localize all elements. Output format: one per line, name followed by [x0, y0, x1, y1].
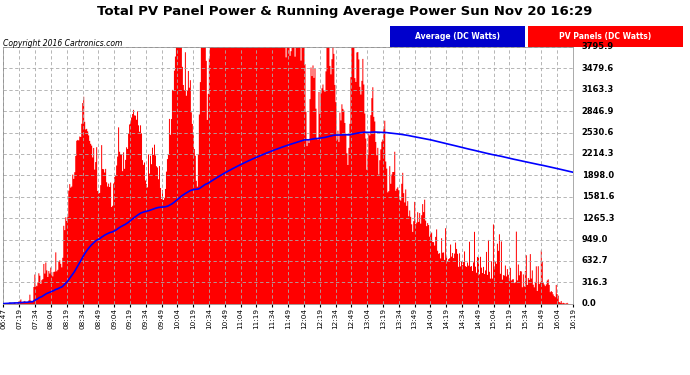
Text: Copyright 2016 Cartronics.com: Copyright 2016 Cartronics.com — [3, 39, 123, 48]
Text: Total PV Panel Power & Running Average Power Sun Nov 20 16:29: Total PV Panel Power & Running Average P… — [97, 5, 593, 18]
Text: Average (DC Watts): Average (DC Watts) — [415, 32, 500, 41]
Text: 2214.3: 2214.3 — [582, 149, 614, 158]
Text: 2530.6: 2530.6 — [582, 128, 614, 137]
Text: 0.0: 0.0 — [582, 299, 597, 308]
Text: 949.0: 949.0 — [582, 235, 608, 244]
Text: 3795.9: 3795.9 — [582, 42, 614, 51]
Text: PV Panels (DC Watts): PV Panels (DC Watts) — [560, 32, 651, 41]
Text: 1265.3: 1265.3 — [582, 214, 614, 223]
Text: 3163.3: 3163.3 — [582, 85, 614, 94]
Bar — [390, 26, 525, 47]
Text: 316.3: 316.3 — [582, 278, 609, 287]
Text: 1898.0: 1898.0 — [582, 171, 614, 180]
Text: 2846.9: 2846.9 — [582, 106, 614, 116]
Text: 1581.6: 1581.6 — [582, 192, 614, 201]
Text: 632.7: 632.7 — [582, 256, 609, 265]
Bar — [528, 26, 683, 47]
Text: 3479.6: 3479.6 — [582, 64, 614, 73]
